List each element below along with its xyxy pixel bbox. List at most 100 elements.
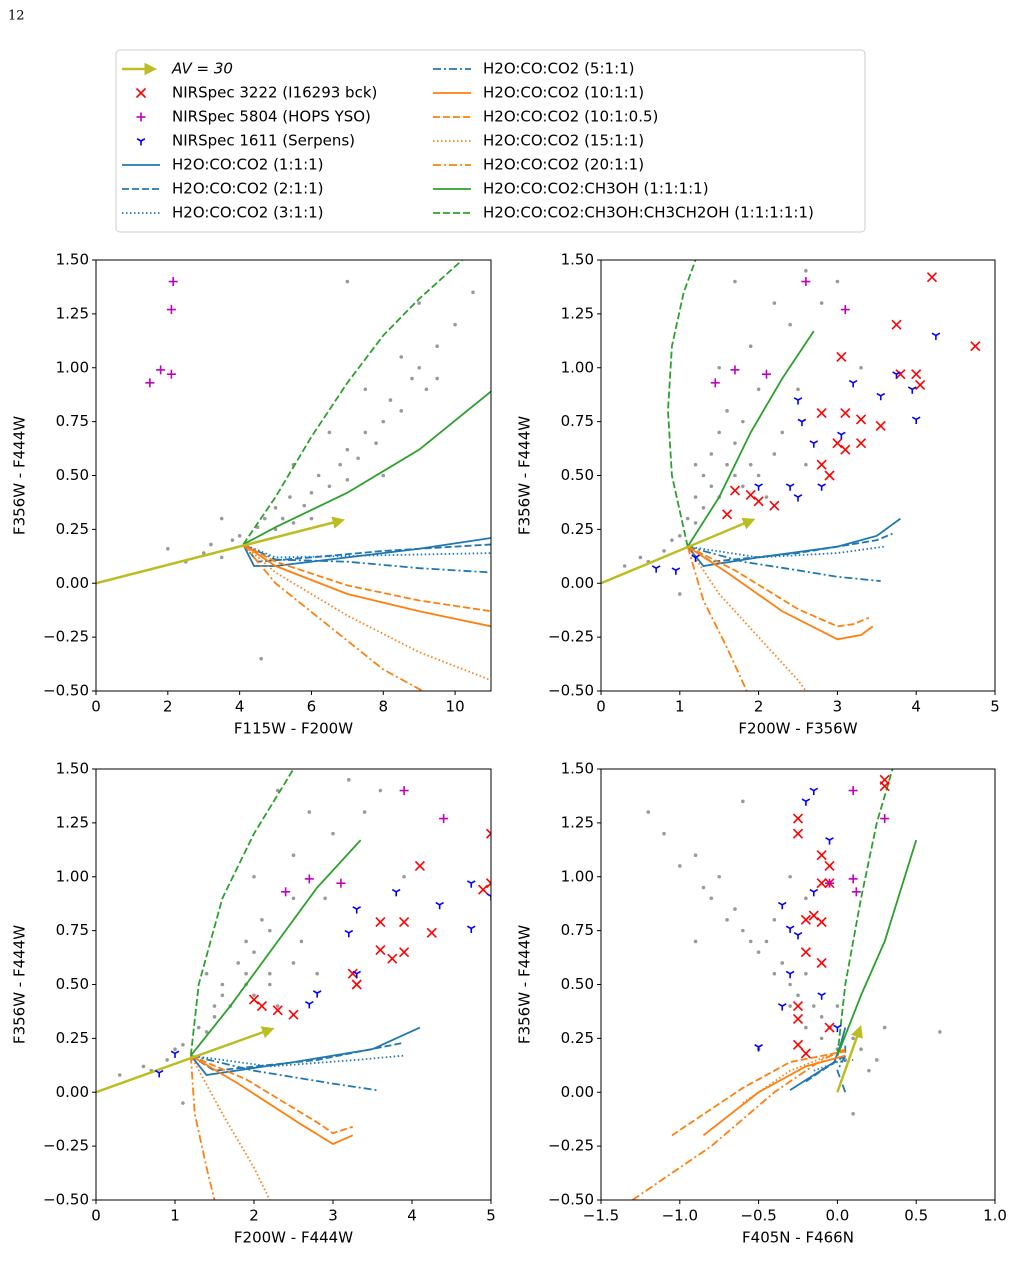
data-marker (651, 565, 661, 573)
x-tick-label: 1 (170, 1207, 180, 1225)
background-point (788, 1004, 792, 1008)
marker-stroke (792, 813, 804, 824)
data-marker (891, 319, 902, 330)
background-point (141, 1064, 146, 1069)
extinction-arrow (96, 1026, 275, 1094)
model-line (242, 390, 491, 546)
background-point (748, 344, 753, 349)
marker-stroke (816, 850, 827, 861)
background-point (717, 874, 721, 879)
model-line (686, 330, 815, 548)
data-marker (915, 379, 926, 391)
background-point (938, 1030, 942, 1034)
legend-label: H2O:CO:CO2 (1:1:1) (172, 156, 324, 174)
background-point (772, 918, 777, 922)
marker-stroke (797, 418, 803, 423)
data-marker (800, 1048, 811, 1059)
marker-stroke (817, 483, 823, 487)
background-point (764, 495, 769, 499)
legend-label: H2O:CO:CO2 (5:1:1) (483, 60, 635, 78)
data-marker (817, 483, 826, 491)
data-marker (352, 906, 362, 914)
legend-label: AV = 30 (171, 60, 233, 78)
model-line (189, 769, 295, 1056)
background-point (181, 1043, 185, 1047)
x-tick-label: 1.0 (983, 1207, 1007, 1225)
background-point (291, 896, 296, 901)
model-line (190, 1026, 421, 1076)
data-marker (753, 496, 764, 507)
background-point (717, 365, 721, 370)
data-marker (824, 470, 835, 481)
marker-stroke (391, 888, 397, 893)
background-point (772, 452, 777, 456)
marker-stroke (722, 509, 733, 520)
y-tick-label: 0.00 (56, 574, 89, 592)
marker-stroke (926, 272, 938, 283)
background-point (219, 555, 224, 560)
data-marker (761, 369, 771, 379)
marker-stroke (729, 485, 741, 496)
data-marker (840, 407, 851, 419)
y-tick-label: 0.75 (561, 921, 594, 939)
data-marker (288, 1009, 299, 1020)
data-marker (769, 500, 780, 511)
data-marker (792, 1000, 804, 1012)
background-point (302, 503, 307, 508)
data-marker (792, 1013, 804, 1025)
data-marker (730, 365, 740, 375)
data-marker (800, 947, 811, 958)
data-marker (168, 277, 178, 287)
background-point (410, 376, 414, 381)
x-tick-label: −1.0 (662, 1207, 698, 1225)
background-point (166, 546, 170, 551)
data-marker (785, 483, 795, 491)
data-marker (793, 931, 803, 940)
y-tick-label: 0.00 (56, 1083, 89, 1101)
data-marker (840, 444, 851, 455)
background-point (733, 907, 737, 911)
data-marker (777, 901, 787, 910)
data-marker (907, 386, 917, 394)
model-line (242, 543, 491, 563)
background-point (347, 777, 351, 782)
marker-stroke (414, 860, 425, 872)
marker-stroke (675, 567, 681, 572)
data-marker (836, 351, 847, 363)
marker-stroke (808, 910, 819, 921)
plot-area (601, 260, 981, 691)
data-marker (166, 305, 176, 315)
data-marker (816, 957, 827, 969)
background-point (725, 462, 729, 467)
background-point (381, 419, 386, 424)
x-tick-label: 5 (486, 1207, 496, 1225)
background-point (252, 874, 256, 879)
marker-stroke (352, 906, 358, 910)
marker-stroke (816, 459, 827, 470)
marker-stroke (797, 494, 803, 498)
data-marker (478, 884, 489, 895)
background-point (209, 542, 213, 547)
data-marker (426, 927, 437, 938)
marker-stroke (490, 895, 491, 897)
marker-stroke (852, 379, 858, 384)
background-point (733, 473, 737, 478)
x-axis-label: F405N - F466N (742, 1229, 854, 1247)
background-point (804, 268, 808, 273)
data-marker (304, 874, 314, 884)
marker-stroke (821, 992, 826, 996)
background-point (804, 896, 808, 901)
background-point (709, 896, 714, 901)
marker-stroke (655, 565, 661, 569)
extinction-arrow (96, 516, 346, 585)
marker-stroke (907, 386, 913, 390)
marker-stroke (824, 1022, 835, 1033)
model-line (667, 260, 697, 547)
data-marker (926, 272, 938, 283)
marker-stroke (745, 489, 756, 500)
background-point (244, 971, 248, 976)
background-point (788, 322, 792, 327)
x-axis-label: F115W - F200W (234, 720, 353, 738)
background-point (772, 971, 777, 976)
model-line (671, 1050, 846, 1137)
